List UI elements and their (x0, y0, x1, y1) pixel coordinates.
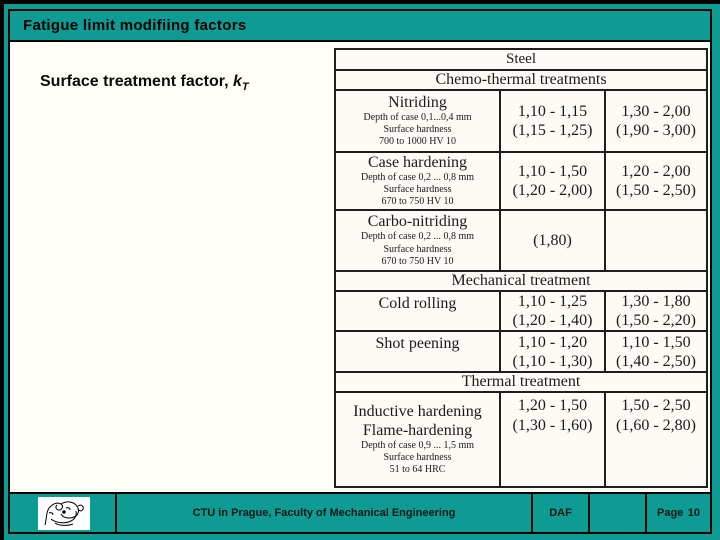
footer-logo-cell (10, 494, 117, 532)
factor-value: (1,90 - 3,00) (616, 122, 696, 139)
slide-outer-border-left (0, 0, 4, 540)
table-row: Inductive hardening Flame-hardening Dept… (334, 391, 709, 489)
factor-value: 1,30 - 2,00 (621, 102, 691, 120)
treatment-cell-cold-rolling: Cold rolling (334, 289, 501, 333)
treatment-detail: Depth of case 0,1...0,4 mm (363, 111, 472, 123)
factor-value: (1,60 - 2,80) (616, 416, 696, 434)
table-header-steel: Steel (333, 48, 709, 71)
factor-cell: 1,50 - 2,50 (1,60 - 2,80) (603, 391, 709, 489)
treatment-detail: Depth of case 0,2 ... 0,8 mm (360, 171, 475, 183)
factor-value: 1,30 - 1,80 (621, 293, 691, 310)
treatment-name: Inductive hardening (353, 403, 482, 421)
footer-page-number: 10 (687, 507, 700, 519)
ctu-logo (38, 496, 90, 530)
treatment-name: Case hardening (367, 153, 468, 171)
treatment-detail: 670 to 750 HV 10 (381, 255, 454, 267)
factor-value: (1,15 - 1,25) (512, 122, 593, 139)
treatment-cell-nitriding: Nitriding Depth of case 0,1...0,4 mm Sur… (334, 89, 501, 153)
treatment-detail: Depth of case 0,2 ... 0,8 mm (360, 231, 475, 243)
scanned-table-image: Steel Chemo-thermal treatments Nitriding… (333, 48, 709, 489)
treatment-detail: Surface hardness (383, 184, 452, 196)
factor-cell: 1,10 - 1,50 (1,20 - 2,00) (499, 151, 606, 211)
factor-cell: 1,20 - 2,00 (1,50 - 2,50) (603, 151, 709, 211)
factor-value: 1,10 - 1,50 (517, 162, 588, 180)
factor-value: 1,20 - 2,00 (621, 162, 691, 180)
heading-subscript-T: T (241, 81, 249, 94)
footer-institution: CTU in Prague, Faculty of Mechanical Eng… (192, 507, 456, 519)
factor-cell: (1,80) (499, 209, 606, 272)
factor-value: (1,50 - 2,50) (616, 182, 696, 199)
section-header-mechanical: Mechanical treatment (333, 270, 709, 292)
treatment-cell-carbo-nitriding: Carbo-nitriding Depth of case 0,2 ... 0,… (334, 209, 501, 272)
factor-value: (1,20 - 2,00) (512, 182, 593, 199)
ctu-lion-emblem-icon (44, 500, 84, 526)
factor-cell: 1,10 - 1,15 (1,15 - 1,25) (499, 89, 606, 153)
footer-bar: CTU in Prague, Faculty of Mechanical Eng… (8, 492, 712, 534)
treatment-detail: 670 to 750 HV 10 (381, 196, 454, 208)
slide-content-area: Fatigue limit modifiing factors Surface … (8, 9, 712, 534)
table-row: Carbo-nitriding Depth of case 0,2 ... 0,… (334, 209, 709, 272)
table-row: Case hardening Depth of case 0,2 ... 0,8… (334, 151, 709, 211)
treatment-name: Shot peening (375, 335, 460, 353)
footer-institution-cell: CTU in Prague, Faculty of Mechanical Eng… (117, 494, 533, 532)
footer-author-cell: DAF (533, 494, 590, 532)
treatment-detail: 51 to 64 HRC (389, 464, 446, 476)
treatment-cell-shot-peening: Shot peening (334, 330, 501, 374)
table-row: Cold rolling 1,10 - 1,25 (1,20 - 1,40) 1… (334, 289, 709, 333)
treatment-name: Flame-hardening (362, 421, 473, 439)
factor-value: 1,10 - 1,20 (517, 333, 588, 351)
heading-text: Surface treatment factor, (40, 73, 233, 90)
treatment-name: Cold rolling (378, 295, 457, 312)
factor-cell: 1,10 - 1,25 (1,20 - 1,40) (499, 289, 606, 333)
factor-value: 1,10 - 1,25 (517, 293, 588, 310)
treatment-detail: Surface hardness (383, 124, 452, 136)
factor-value: 1,10 - 1,50 (621, 333, 691, 351)
factor-cell: 1,10 - 1,50 (1,40 - 2,50) (603, 330, 709, 374)
footer-page-cell: Page 10 (647, 494, 710, 532)
factor-cell: 1,20 - 1,50 (1,30 - 1,60) (499, 391, 606, 489)
treatment-detail: 700 to 1000 HV 10 (378, 136, 457, 148)
table-row: Steel (333, 48, 709, 71)
table-row: Chemo-thermal treatments (333, 69, 709, 91)
heading-symbol-k: k (232, 73, 242, 90)
surface-treatment-factor-table: Steel Chemo-thermal treatments Nitriding… (333, 48, 709, 489)
section-header-thermal: Thermal treatment (333, 371, 709, 394)
treatment-cell-inductive-flame-hardening: Inductive hardening Flame-hardening Dept… (334, 391, 501, 489)
treatment-name: Nitriding (388, 93, 447, 111)
treatment-detail: Surface hardness (383, 243, 452, 255)
table-row: Nitriding Depth of case 0,1...0,4 mm Sur… (334, 89, 709, 153)
treatment-detail: Surface hardness (383, 452, 452, 464)
factor-cell: 1,30 - 2,00 (1,90 - 3,00) (603, 89, 709, 153)
factor-value: (1,50 - 2,20) (616, 312, 696, 330)
table-row: Thermal treatment (333, 371, 709, 394)
factor-value: (1,20 - 1,40) (512, 312, 593, 330)
footer-author-initials: DAF (549, 507, 572, 519)
factor-value: (1,80) (533, 231, 572, 249)
table-row: Shot peening 1,10 - 1,20 (1,10 - 1,30) 1… (334, 330, 709, 374)
factor-cell: 1,30 - 1,80 (1,50 - 2,20) (603, 289, 709, 333)
factor-cell: 1,10 - 1,20 (1,10 - 1,30) (499, 330, 606, 374)
section-header-chemo-thermal: Chemo-thermal treatments (333, 69, 709, 91)
treatment-cell-case-hardening: Case hardening Depth of case 0,2 ... 0,8… (334, 151, 501, 211)
table-row: Mechanical treatment (333, 270, 709, 292)
section-heading: Surface treatment factor, kT (40, 73, 249, 93)
factor-cell-empty (603, 209, 709, 272)
factor-value: 1,20 - 1,50 (517, 397, 588, 415)
factor-value: 1,10 - 1,15 (517, 102, 588, 120)
footer-page-label: Page (657, 507, 684, 519)
slide-title: Fatigue limit modifiing factors (23, 17, 247, 34)
factor-value: (1,40 - 2,50) (616, 352, 696, 370)
slide-outer-border-top (0, 0, 720, 4)
factor-value: (1,30 - 1,60) (512, 416, 593, 434)
factor-value: 1,50 - 2,50 (621, 397, 691, 415)
treatment-name: Carbo-nitriding (367, 213, 468, 231)
factor-value: (1,10 - 1,30) (512, 352, 593, 370)
slide-title-bar: Fatigue limit modifiing factors (8, 9, 712, 42)
footer-empty-cell (590, 494, 647, 532)
treatment-detail: Depth of case 0,9 ... 1,5 mm (360, 439, 475, 451)
